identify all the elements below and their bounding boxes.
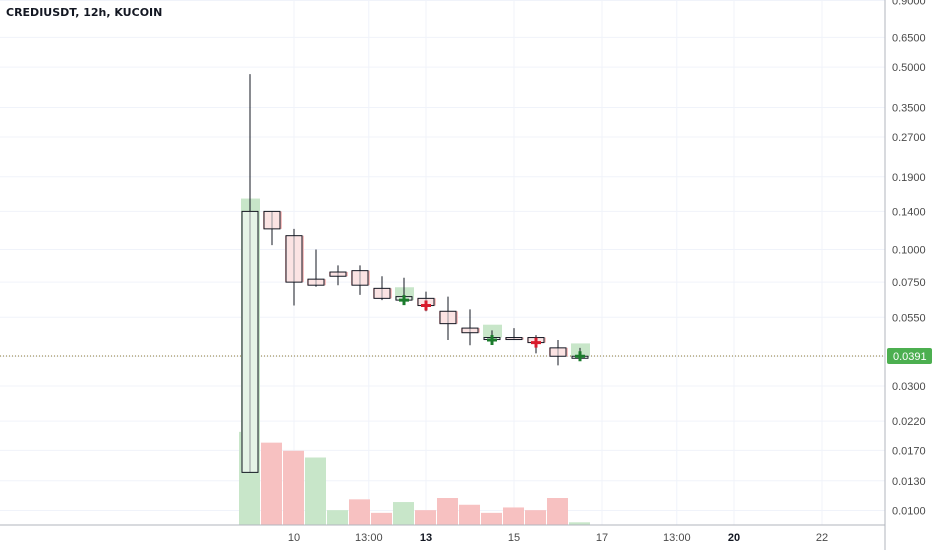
candle-body[interactable] [549, 347, 567, 357]
candle-body[interactable] [263, 210, 281, 230]
sell-marker-icon [421, 300, 431, 311]
price-tick-label: 0.0100 [892, 506, 926, 518]
price-tick-label: 0.0300 [892, 381, 926, 393]
price-tick-label: 0.3500 [892, 103, 926, 115]
volume-bar [547, 498, 568, 525]
last-price-tag [887, 347, 932, 364]
price-tick-label: 0.2700 [892, 132, 926, 144]
sell-marker-icon [531, 337, 541, 348]
candle-body[interactable] [439, 310, 457, 325]
candle-body[interactable] [285, 235, 303, 283]
price-tick-label: 0.9000 [892, 0, 926, 7]
volume-bar [481, 512, 502, 525]
candle-body[interactable] [307, 278, 325, 286]
volume-bar [393, 502, 414, 525]
time-tick-label: 20 [728, 532, 740, 544]
buy-marker-icon [575, 351, 585, 362]
price-tick-label: 0.1000 [892, 245, 926, 257]
volume-bar [283, 450, 304, 525]
candle-body[interactable] [329, 271, 347, 277]
volume-bar [503, 507, 524, 525]
time-tick-label: 17 [596, 532, 608, 544]
price-tick-label: 0.0750 [892, 277, 926, 289]
buy-marker-icon [399, 295, 409, 306]
volume-bar [525, 510, 546, 525]
time-tick-label: 13 [420, 532, 432, 544]
price-tick-label: 0.5000 [892, 62, 926, 74]
chart-title: CREDIUSDT, 12h, KUCOIN [6, 6, 163, 19]
volume-bar [261, 442, 282, 525]
volume-bar [327, 510, 348, 525]
price-tick-label: 0.1400 [892, 206, 926, 218]
volume-bar [371, 512, 392, 525]
time-tick-label: 15 [508, 532, 520, 544]
price-tick-label: 0.0550 [892, 312, 926, 324]
time-tick-label: 10 [288, 532, 300, 544]
candle-body[interactable] [373, 287, 391, 299]
price-tick-label: 0.0220 [892, 416, 926, 428]
volume-bar [459, 504, 480, 525]
price-tick-label: 0.0130 [892, 476, 926, 488]
price-tick-label: 0.1900 [892, 172, 926, 184]
time-tick-label: 22 [816, 532, 828, 544]
volume-bar [305, 457, 326, 525]
buy-marker-icon [487, 335, 497, 346]
volume-bar [569, 522, 590, 525]
last-price-tag-label: 0.0391 [893, 351, 927, 363]
price-tick-label: 0.6500 [892, 32, 926, 44]
price-tick-label: 0.0170 [892, 445, 926, 457]
volume-bar [437, 498, 458, 525]
candle-body[interactable] [241, 210, 259, 473]
volume-bar [415, 510, 436, 525]
candle-body[interactable] [351, 270, 369, 286]
volume-bar [349, 499, 370, 525]
candle-body[interactable] [461, 327, 479, 334]
time-tick-label: 13:00 [355, 532, 383, 544]
time-tick-label: 13:00 [663, 532, 691, 544]
candle-body[interactable] [505, 337, 523, 341]
